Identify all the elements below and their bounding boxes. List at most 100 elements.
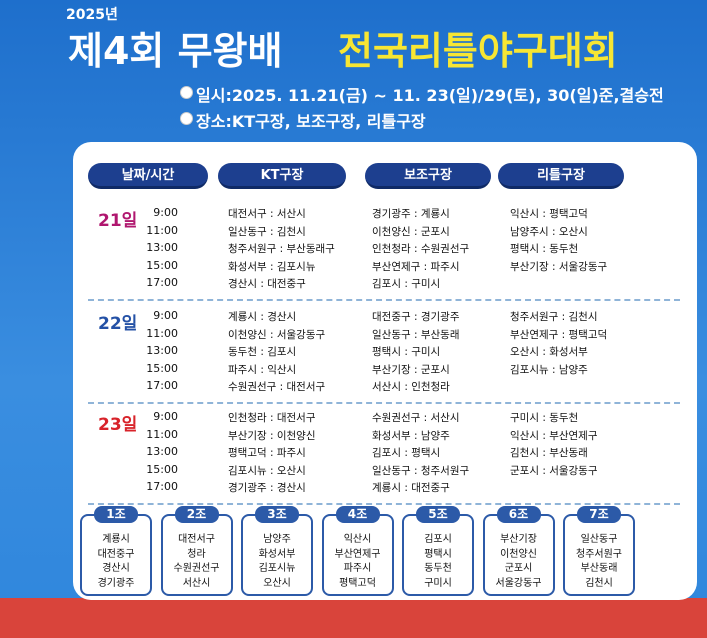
day-label: 23일 [98,415,138,435]
match: 익산시 : 부산연제구 [510,429,598,442]
match: 대전서구 : 서산시 [228,208,306,220]
group-box [482,514,555,596]
match: 대전중구 : 경기광주 [372,311,460,323]
match: 일산동구 : 부산동래 [372,328,460,341]
match: 인천청라 : 대전서구 [228,412,316,424]
group-team: 서울강동구 [495,577,542,589]
match: 부산기장 : 이천양신 [228,429,316,442]
group-team: 김포시뉴 [258,563,296,574]
bullet-icon [180,112,193,125]
day-label: 21일 [98,211,138,231]
group-team: 경기광주 [97,577,135,589]
group-team: 남양주 [263,534,291,545]
match: 군포시 : 서울강동구 [510,464,598,477]
match: 부산기장 : 군포시 [372,363,450,376]
match: 오산시 : 화성서부 [510,346,588,358]
time: 11:00 [146,326,178,340]
group-name: 3조 [255,506,299,523]
time: 9:00 [153,206,178,219]
row-separator [88,402,680,404]
running-track [0,598,707,638]
match: 부산기장 : 서울강동구 [510,260,608,273]
venue-line: 장소:KT구장, 보조구장, 리틀구장 [196,112,426,131]
group-team: 화성서부 [258,548,296,560]
column-header: 날짜/시간 [88,163,208,189]
match: 경기광주 : 경산시 [228,482,306,494]
match: 파주시 : 익산시 [228,363,297,376]
title-white: 제4회 무왕배 [68,29,283,73]
match: 계룡시 : 대전중구 [372,482,450,494]
match: 일산동구 : 김천시 [228,225,306,238]
match: 이천양신 : 서울강동구 [228,328,326,341]
match: 청주서원구 : 부산동래구 [228,243,335,255]
group-team: 서산시 [182,577,211,589]
group-name: 2조 [174,506,219,523]
group-team: 평택고덕 [339,577,376,589]
title-yellow: 전국리틀야구대회 [338,29,618,73]
time: 15:00 [146,361,178,375]
group-team: 부산기장 [500,534,537,545]
time: 15:00 [146,462,178,476]
group-team: 대전중구 [97,548,135,560]
match: 이천양신 : 군포시 [372,225,450,238]
time: 17:00 [146,379,178,392]
group-team: 군포시 [504,563,533,574]
time: 11:00 [146,427,178,441]
group-team: 이천양신 [500,548,537,560]
group-name: 1조 [94,506,138,523]
match: 일산동구 : 청주서원구 [372,464,470,477]
column-header: KT구장 [218,163,346,189]
group-team: 파주시 [343,563,372,574]
group-team: 경산시 [102,563,130,574]
group-name: 4조 [335,506,380,523]
year: 2025년 [66,7,118,23]
group-team: 익산시 [343,534,372,545]
time: 9:00 [153,309,178,322]
time: 17:00 [146,276,178,289]
group-team: 동두천 [424,563,452,574]
group-team: 청주서원구 [576,548,622,560]
group-team: 일산동구 [580,534,618,545]
group-team: 수원권선구 [173,563,220,574]
row-separator [88,299,680,301]
match: 김포시 : 구미시 [372,278,441,290]
group-team: 청라 [187,548,206,560]
time: 17:00 [146,480,178,493]
group-team: 김천시 [585,577,613,589]
group-team: 대전서구 [178,534,215,545]
group-team: 평택시 [424,548,452,560]
match: 수원권선구 : 서산시 [372,412,460,424]
time: 13:00 [146,344,178,357]
match: 부산연제구 : 파주시 [372,260,460,273]
match: 인천청라 : 수원권선구 [372,243,470,255]
group-team: 구미시 [424,577,452,589]
match: 청주서원구 : 김천시 [510,311,598,323]
match: 구미시 : 동두천 [510,412,579,424]
match: 평택고덕 : 파주시 [228,447,306,459]
match: 김포시뉴 : 오산시 [228,464,306,477]
match: 익산시 : 평택고덕 [510,208,588,220]
group-name: 6조 [496,506,541,523]
bullet-icon [180,86,193,99]
row-separator [88,503,680,505]
group-team: 부산연제구 [334,548,381,560]
time: 9:00 [153,410,178,423]
day-label: 22일 [98,314,138,334]
column-header: 보조구장 [365,163,491,189]
match: 동두천 : 김포시 [228,346,297,358]
group-box [321,514,394,596]
match: 김포시뉴 : 남양주 [510,363,588,376]
match: 화성서부 : 김포시뉴 [228,260,316,273]
time: 13:00 [146,445,178,458]
date-line: 일시:2025. 11.21(금) ~ 11. 23(일)/29(토), 30(… [196,86,664,105]
match: 계룡시 : 경산시 [228,311,297,323]
match: 화성서부 : 남양주 [372,429,450,442]
group-name: 5조 [416,506,460,523]
group-name: 7조 [577,506,621,523]
match: 평택시 : 구미시 [372,346,441,358]
match: 서산시 : 인천청라 [372,381,450,393]
group-team: 김포시 [424,534,452,545]
match: 수원권선구 : 대전서구 [228,381,326,393]
match: 경산시 : 대전중구 [228,278,306,290]
